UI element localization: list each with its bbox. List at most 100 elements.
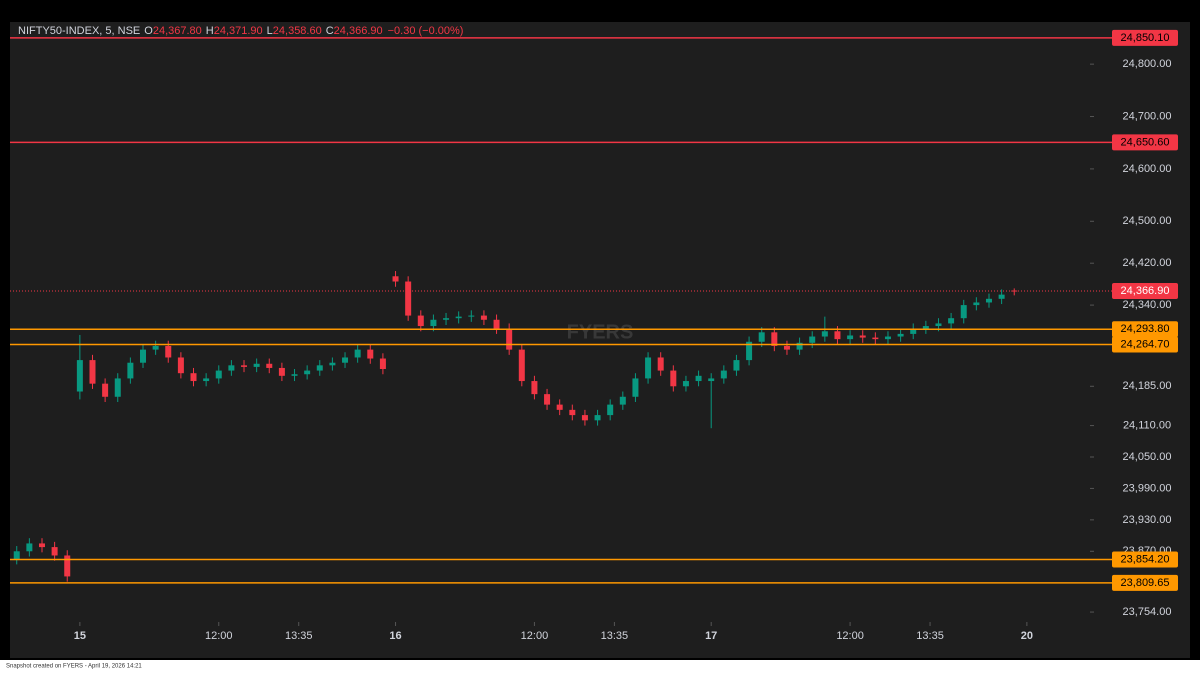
- candle-body: [632, 378, 639, 397]
- x-tick-label: 20: [1021, 630, 1033, 642]
- candle-body: [379, 358, 386, 369]
- last-price-label: 24,366.90: [1121, 285, 1170, 297]
- x-tick-label: 13:35: [916, 630, 944, 642]
- candle-body: [872, 337, 879, 340]
- level-label: 24,293.80: [1121, 323, 1170, 335]
- footer-strip: [0, 660, 1200, 673]
- candle-body: [455, 316, 462, 319]
- candle-body: [910, 328, 917, 334]
- candle-body: [708, 378, 715, 382]
- candle-body: [821, 331, 828, 337]
- candle-body: [569, 409, 576, 416]
- candle-body: [746, 341, 753, 361]
- candle-body: [367, 349, 374, 359]
- candles: [13, 271, 1018, 582]
- candle-body: [140, 349, 147, 363]
- level-label-box: [1112, 551, 1178, 568]
- last-price-box: [1112, 283, 1178, 300]
- candle-body: [847, 335, 854, 340]
- candle-body: [26, 543, 33, 552]
- candle-body: [544, 394, 551, 405]
- candle-body: [342, 357, 349, 363]
- header-field: NIFTY50-INDEX, 5, NSE: [18, 25, 140, 37]
- candle-body: [329, 362, 336, 366]
- candle-body: [51, 547, 58, 556]
- footer: Snapshot created on FYERS - April 19, 20…: [6, 664, 142, 670]
- y-tick-label: 24,340.00: [1123, 299, 1172, 311]
- candle-body: [682, 381, 689, 387]
- level-label-box: [1112, 29, 1178, 46]
- header: NIFTY50-INDEX, 5, NSE O24,367.80 H24,371.9…: [18, 25, 463, 37]
- candle-body: [998, 294, 1005, 299]
- candle-body: [607, 404, 614, 416]
- candle-body: [556, 404, 563, 410]
- header-field: 24,371.90: [214, 25, 263, 37]
- candle-body: [278, 367, 285, 376]
- candle-body: [720, 370, 727, 379]
- header-field: 24,367.80: [153, 25, 202, 37]
- candle-body: [354, 349, 361, 358]
- candle-body: [973, 302, 980, 306]
- x-tick-label: 12:00: [205, 630, 233, 642]
- y-tick-label: 23,754.00: [1123, 606, 1172, 618]
- candle-body: [771, 332, 778, 346]
- level-label-box: [1112, 336, 1178, 353]
- candle-body: [177, 357, 184, 374]
- level-label: 23,809.65: [1121, 577, 1170, 589]
- candle-body: [443, 318, 450, 320]
- y-tick-label: 24,110.00: [1123, 419, 1171, 431]
- x-tick-label: 12:00: [521, 630, 549, 642]
- chart-panel: [10, 22, 1190, 658]
- candle-body: [405, 281, 412, 316]
- x-tick-label: 12:00: [836, 630, 864, 642]
- candle-body: [1011, 290, 1018, 292]
- candle-body: [64, 555, 71, 577]
- candle-body: [304, 370, 311, 375]
- candle-body: [38, 543, 45, 548]
- header-field: L: [267, 25, 273, 37]
- y-tick-label: 24,050.00: [1123, 451, 1172, 463]
- candle-body: [241, 365, 248, 367]
- candle-body: [215, 370, 222, 379]
- y-tick-label: 24,700.00: [1123, 110, 1172, 122]
- candle-body: [266, 363, 273, 368]
- candle-body: [417, 315, 424, 327]
- candle-body: [493, 319, 500, 329]
- header-field: 24,366.90: [334, 25, 383, 37]
- candle-body: [506, 328, 513, 350]
- candle-body: [859, 335, 866, 338]
- x-tick-label: 16: [389, 630, 401, 642]
- candle-body: [948, 318, 955, 324]
- candle-body: [809, 336, 816, 343]
- candle-body: [102, 383, 109, 397]
- candle-body: [783, 345, 790, 350]
- candle-body: [758, 332, 765, 342]
- level-label: 23,854.20: [1121, 553, 1170, 565]
- x-tick-label: 17: [705, 630, 717, 642]
- candle-body: [165, 345, 172, 358]
- header-field: O: [144, 25, 153, 37]
- candle-body: [468, 315, 475, 317]
- candle-body: [657, 357, 664, 371]
- candle-body: [985, 298, 992, 303]
- x-tick-label: 13:35: [601, 630, 629, 642]
- candle-body: [430, 319, 437, 327]
- candle-body: [291, 374, 298, 376]
- candle-body: [152, 345, 159, 350]
- candle-body: [619, 396, 626, 405]
- level-label: 24,264.70: [1121, 338, 1170, 350]
- level-label: 24,650.60: [1121, 136, 1170, 148]
- candle-body: [670, 370, 677, 387]
- candle-body: [796, 342, 803, 350]
- header-field: H: [206, 25, 214, 37]
- candle-body: [884, 336, 891, 340]
- y-tick-label: 23,930.00: [1123, 514, 1172, 526]
- candle-body: [114, 378, 121, 397]
- header-field: 24,358.60: [273, 25, 322, 37]
- y-tick-label: 24,500.00: [1123, 215, 1172, 227]
- candle-body: [834, 331, 841, 340]
- candle-body: [695, 375, 702, 382]
- candle-body: [531, 381, 538, 395]
- level-label-box: [1112, 574, 1178, 591]
